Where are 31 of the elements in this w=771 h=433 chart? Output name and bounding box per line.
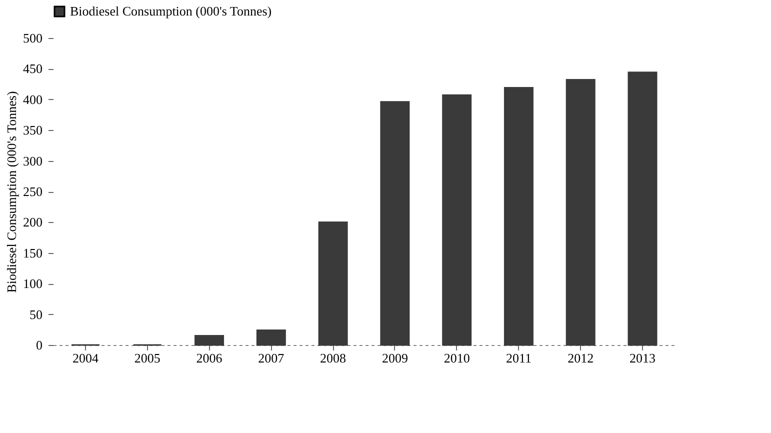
x-tick-label: 2010 xyxy=(444,350,470,366)
bar xyxy=(504,86,534,346)
x-tick-label: 2012 xyxy=(568,350,594,366)
y-tick-label: 250 xyxy=(23,184,42,199)
x-tick-label: 2007 xyxy=(258,350,285,366)
y-tick-label: 500 xyxy=(23,30,42,46)
y-tick-label: 150 xyxy=(23,245,42,260)
x-tick-label: 2013 xyxy=(630,350,656,366)
bar xyxy=(380,101,410,346)
x-tick-label: 2011 xyxy=(506,350,532,366)
bar xyxy=(194,335,224,346)
y-tick-label: 200 xyxy=(23,214,42,230)
y-tick-label: 350 xyxy=(23,122,42,138)
x-tick-label: 2004 xyxy=(72,350,99,366)
y-tick-label: 50 xyxy=(30,306,42,322)
y-axis-title: Biodiesel Consumption (000's Tonnes) xyxy=(4,91,19,293)
bar xyxy=(628,72,658,346)
bar xyxy=(442,94,472,346)
x-tick-label: 2006 xyxy=(196,350,223,366)
bar xyxy=(318,221,348,346)
x-tick-label: 2009 xyxy=(382,350,408,366)
legend-label: Biodiesel Consumption (000's Tonnes) xyxy=(70,4,272,18)
y-tick-label: 300 xyxy=(23,153,42,168)
x-tick-label: 2008 xyxy=(320,350,346,366)
y-tick-label: 400 xyxy=(23,92,42,107)
y-tick-label: 450 xyxy=(23,61,42,76)
bar xyxy=(256,330,286,346)
y-tick-label: 100 xyxy=(23,276,42,292)
x-tick-label: 2005 xyxy=(134,350,160,366)
y-tick-label: 0 xyxy=(36,338,42,352)
bar xyxy=(566,79,596,346)
